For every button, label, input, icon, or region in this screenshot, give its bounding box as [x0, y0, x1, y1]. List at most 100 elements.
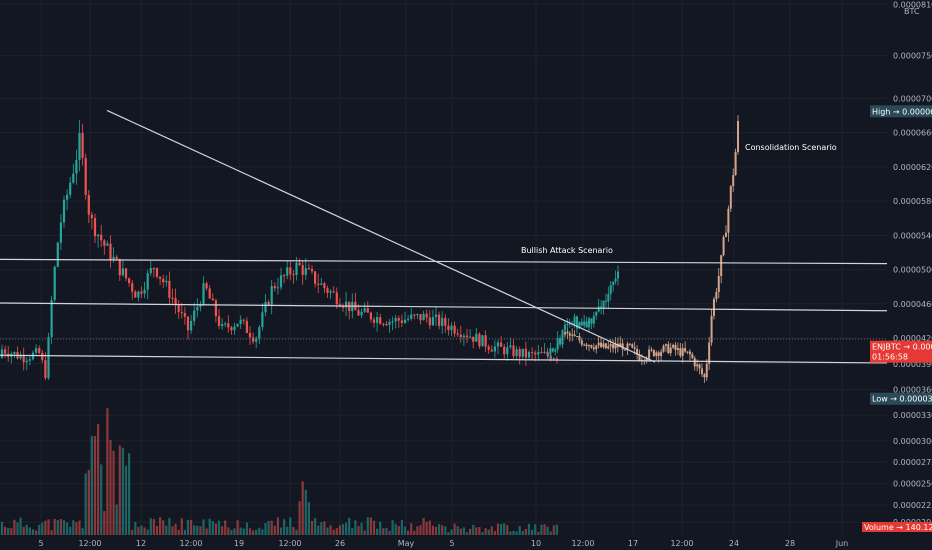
volume-bar-30 [93, 436, 97, 535]
candle-body-127 [394, 318, 397, 322]
volume-bar-97 [301, 481, 304, 535]
volume-bar-129 [400, 520, 403, 535]
consolidation-candle-body-29 [633, 347, 636, 349]
price-axis[interactable]: 0.00008100 0.00007500 0.00007000 0.00006600… [887, 0, 932, 550]
volume-bar-134 [416, 526, 419, 535]
candle-body-158 [490, 349, 493, 352]
consolidation-candle-body-5 [576, 336, 579, 338]
consolidation-candle-body-43 [667, 344, 670, 354]
candle-body-44 [137, 291, 140, 298]
time-tick-7: May [398, 539, 415, 548]
volume-bar-34 [106, 408, 109, 535]
volume-bar-153 [475, 527, 478, 535]
volume-bar-160 [496, 523, 500, 535]
candle-body-176 [546, 351, 549, 356]
volume-bar-116 [360, 522, 363, 535]
candle-body-151 [469, 336, 472, 338]
time-axis-bg [0, 535, 887, 550]
volume-bar-50 [155, 525, 159, 535]
candle-body-41 [128, 278, 131, 284]
candle-body-128 [397, 318, 400, 321]
consolidation-candle-body-24 [621, 343, 624, 350]
volume-bar-55 [171, 526, 174, 535]
time-tick-11: 17 [628, 539, 638, 548]
candle-body-119 [369, 312, 372, 320]
candle-body-141 [438, 314, 441, 326]
consolidation-candle-body-25 [624, 349, 627, 351]
volume-bar-157 [487, 529, 490, 535]
volume-bar-155 [481, 532, 484, 535]
price-tick-13: 0.00003000 [893, 437, 932, 446]
volume-bar-31 [97, 424, 100, 535]
volume-bar-7 [22, 526, 25, 535]
bullish-candle-body-28 [614, 278, 617, 282]
high-badge-bg [870, 105, 932, 118]
volume-bar-82 [255, 529, 258, 535]
volume-bar-109 [338, 525, 341, 535]
price-tick-4: 0.00006200 [893, 163, 932, 172]
candle-body-49 [152, 268, 155, 270]
candle-body-50 [155, 268, 159, 277]
bullish-candle-body-24 [604, 300, 607, 302]
candle-body-134 [416, 314, 419, 316]
volume-bar-145 [450, 529, 453, 535]
candle-body-56 [174, 298, 177, 306]
candle-body-168 [521, 348, 524, 357]
volume-bar-74 [230, 529, 233, 535]
volume-bar-118 [366, 517, 369, 535]
candle-body-172 [534, 352, 537, 355]
volume-bar-63 [196, 525, 199, 535]
candle-body-40 [124, 268, 128, 279]
volume-bar-161 [500, 523, 503, 535]
candle-body-72 [224, 323, 227, 325]
consolidation-candle-body-30 [636, 348, 639, 355]
volume-bar-178 [552, 525, 555, 535]
candle-body-121 [376, 317, 379, 323]
candle-body-175 [543, 351, 546, 353]
candle-body-144 [447, 325, 450, 331]
low-badge-bg [870, 392, 932, 405]
time-tick-14: 28 [785, 539, 795, 548]
candle-body-51 [159, 276, 162, 279]
bullish-candle-body-4 [556, 338, 559, 350]
candle-body-77 [239, 319, 242, 324]
candle-body-143 [444, 317, 447, 326]
candle-body-62 [193, 310, 196, 321]
candle-body-74 [230, 327, 233, 331]
price-tick-8: 0.00004600 [893, 300, 932, 309]
candle-body-12 [38, 348, 41, 353]
candle-body-95 [295, 262, 298, 275]
consolidation-candle-body-62 [712, 298, 715, 316]
candle-body-54 [168, 280, 171, 298]
consolidation-candle-body-23 [619, 343, 622, 348]
volume-bar-16 [50, 530, 53, 535]
bullish-candle-body-16 [585, 321, 588, 328]
consolidation-candle-body-42 [664, 344, 667, 346]
candle-body-111 [345, 301, 348, 308]
candle-body-148 [459, 334, 462, 338]
time-axis[interactable]: 5 12:00 12 12:00 19 12:00 26 May 5 10 12:00 17 12:00… [0, 535, 887, 550]
candle-body-122 [379, 317, 382, 324]
volume-bar-49 [152, 519, 155, 535]
candle-body-17 [53, 266, 56, 300]
consolidation-candle-body-1 [566, 331, 569, 334]
volume-bar-152 [472, 524, 475, 535]
volume-bar-168 [521, 530, 524, 535]
candle-body-81 [252, 337, 255, 342]
annotations: Bullish Attack Scenario Consolidation Sce… [521, 143, 837, 255]
candle-body-169 [524, 348, 527, 358]
consolidation-candle-body-12 [592, 347, 595, 350]
price-axis-bg [887, 0, 932, 550]
volume-bar-105 [326, 527, 329, 535]
candle-body-60 [186, 316, 190, 331]
trendlines [0, 109, 888, 364]
time-tick-8: 5 [449, 539, 454, 548]
candle-body-59 [183, 313, 186, 317]
volume-bar-80 [248, 528, 252, 535]
candle-body-109 [338, 304, 341, 307]
volume-bar-148 [459, 528, 462, 535]
volume-bar-112 [348, 517, 351, 535]
volume-bar-40 [124, 465, 128, 535]
candles [0, 115, 739, 383]
